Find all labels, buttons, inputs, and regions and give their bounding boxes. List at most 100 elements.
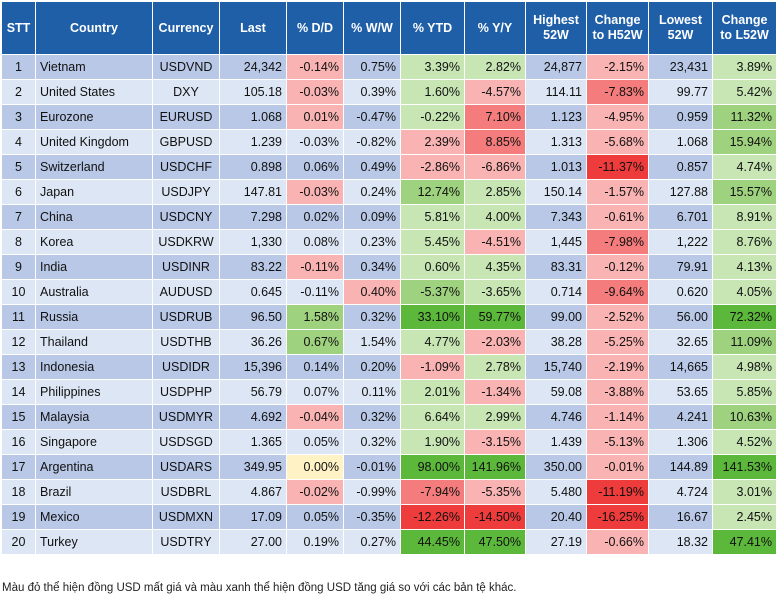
cell-ytd: -2.86% (400, 154, 465, 180)
cell-yy: -5.35% (464, 479, 526, 505)
cell-last: 147.81 (219, 179, 287, 205)
cell-ww: 0.20% (343, 354, 401, 380)
cell-country: Switzerland (35, 154, 153, 180)
cell-dd: -0.02% (286, 479, 344, 505)
cell-yy: 2.82% (464, 54, 526, 80)
cell-ytd: 12.74% (400, 179, 465, 205)
col-header-change-h52w: Change to H52W (586, 1, 649, 55)
cell-currency: USDKRW (152, 229, 220, 255)
cell-high52w: 1.013 (525, 154, 587, 180)
cell-currency: USDCNY (152, 204, 220, 230)
cell-ww: 0.27% (343, 529, 401, 555)
cell-change-l52w: 5.42% (712, 79, 777, 105)
cell-high52w: 350.00 (525, 454, 587, 480)
cell-high52w: 4.746 (525, 404, 587, 430)
cell-change-l52w: 8.91% (712, 204, 777, 230)
cell-change-h52w: -2.19% (586, 354, 649, 380)
cell-last: 96.50 (219, 304, 287, 330)
cell-stt: 15 (1, 404, 36, 430)
cell-stt: 18 (1, 479, 36, 505)
cell-country: United States (35, 79, 153, 105)
cell-last: 24,342 (219, 54, 287, 80)
cell-low52w: 32.65 (648, 329, 713, 355)
cell-change-h52w: -9.64% (586, 279, 649, 305)
cell-ww: 0.39% (343, 79, 401, 105)
cell-ww: 1.54% (343, 329, 401, 355)
cell-last: 1.068 (219, 104, 287, 130)
cell-last: 27.00 (219, 529, 287, 555)
cell-stt: 12 (1, 329, 36, 355)
cell-change-h52w: -11.19% (586, 479, 649, 505)
cell-change-h52w: -4.95% (586, 104, 649, 130)
cell-ww: 0.09% (343, 204, 401, 230)
cell-last: 1,330 (219, 229, 287, 255)
cell-stt: 9 (1, 254, 36, 280)
cell-change-h52w: -16.25% (586, 504, 649, 530)
cell-high52w: 27.19 (525, 529, 587, 555)
header-row: STT Country Currency Last % D/D % W/W % … (1, 1, 777, 55)
cell-stt: 11 (1, 304, 36, 330)
cell-ww: 0.49% (343, 154, 401, 180)
cell-dd: 0.05% (286, 504, 344, 530)
cell-yy: 141.96% (464, 454, 526, 480)
cell-country: Mexico (35, 504, 153, 530)
cell-change-h52w: -7.98% (586, 229, 649, 255)
cell-dd: 0.06% (286, 154, 344, 180)
cell-change-h52w: -0.12% (586, 254, 649, 280)
table-row: 20 Turkey USDTRY 27.00 0.19% 0.27% 44.45% 47.50… (1, 529, 777, 555)
cell-last: 83.22 (219, 254, 287, 280)
cell-currency: EURUSD (152, 104, 220, 130)
cell-currency: USDRUB (152, 304, 220, 330)
cell-change-l52w: 4.05% (712, 279, 777, 305)
cell-ytd: 33.10% (400, 304, 465, 330)
cell-ytd: -0.22% (400, 104, 465, 130)
cell-last: 4.867 (219, 479, 287, 505)
cell-dd: -0.11% (286, 254, 344, 280)
cell-country: Brazil (35, 479, 153, 505)
fx-table: STT Country Currency Last % D/D % W/W % … (1, 1, 777, 555)
cell-low52w: 6.701 (648, 204, 713, 230)
cell-low52w: 144.89 (648, 454, 713, 480)
cell-dd: -0.03% (286, 79, 344, 105)
col-header-dd: % D/D (286, 1, 344, 55)
col-header-change-l52w: Change to L52W (712, 1, 777, 55)
cell-stt: 8 (1, 229, 36, 255)
cell-change-l52w: 11.32% (712, 104, 777, 130)
table-row: 19 Mexico USDMXN 17.09 0.05% -0.35% -12.26% -14… (1, 504, 777, 530)
cell-country: India (35, 254, 153, 280)
table-row: 13 Indonesia USDIDR 15,396 0.14% 0.20% -1.09% 2… (1, 354, 777, 380)
cell-stt: 17 (1, 454, 36, 480)
cell-currency: USDVND (152, 54, 220, 80)
cell-ytd: 98.00% (400, 454, 465, 480)
cell-change-h52w: -5.25% (586, 329, 649, 355)
cell-country: Eurozone (35, 104, 153, 130)
cell-currency: USDPHP (152, 379, 220, 405)
table-row: 5 Switzerland USDCHF 0.898 0.06% 0.49% -2.86% -… (1, 154, 777, 180)
cell-high52w: 0.714 (525, 279, 587, 305)
cell-change-h52w: -5.68% (586, 129, 649, 155)
col-header-low52w: Lowest 52W (648, 1, 713, 55)
cell-dd: -0.03% (286, 129, 344, 155)
cell-high52w: 59.08 (525, 379, 587, 405)
cell-ytd: 0.60% (400, 254, 465, 280)
cell-ytd: 2.39% (400, 129, 465, 155)
table-row: 3 Eurozone EURUSD 1.068 0.01% -0.47% -0.22% 7.1… (1, 104, 777, 130)
cell-yy: 8.85% (464, 129, 526, 155)
cell-dd: 1.58% (286, 304, 344, 330)
cell-country: Argentina (35, 454, 153, 480)
cell-ww: 0.24% (343, 179, 401, 205)
cell-currency: USDTHB (152, 329, 220, 355)
cell-change-l52w: 3.01% (712, 479, 777, 505)
col-header-currency: Currency (152, 1, 220, 55)
cell-low52w: 0.620 (648, 279, 713, 305)
cell-low52w: 0.857 (648, 154, 713, 180)
cell-ytd: 5.81% (400, 204, 465, 230)
cell-last: 0.898 (219, 154, 287, 180)
cell-high52w: 38.28 (525, 329, 587, 355)
cell-low52w: 0.959 (648, 104, 713, 130)
cell-change-l52w: 8.76% (712, 229, 777, 255)
cell-country: Indonesia (35, 354, 153, 380)
table-row: 10 Australia AUDUSD 0.645 -0.11% 0.40% -5.37% -… (1, 279, 777, 305)
cell-change-l52w: 15.57% (712, 179, 777, 205)
col-header-yy: % Y/Y (464, 1, 526, 55)
